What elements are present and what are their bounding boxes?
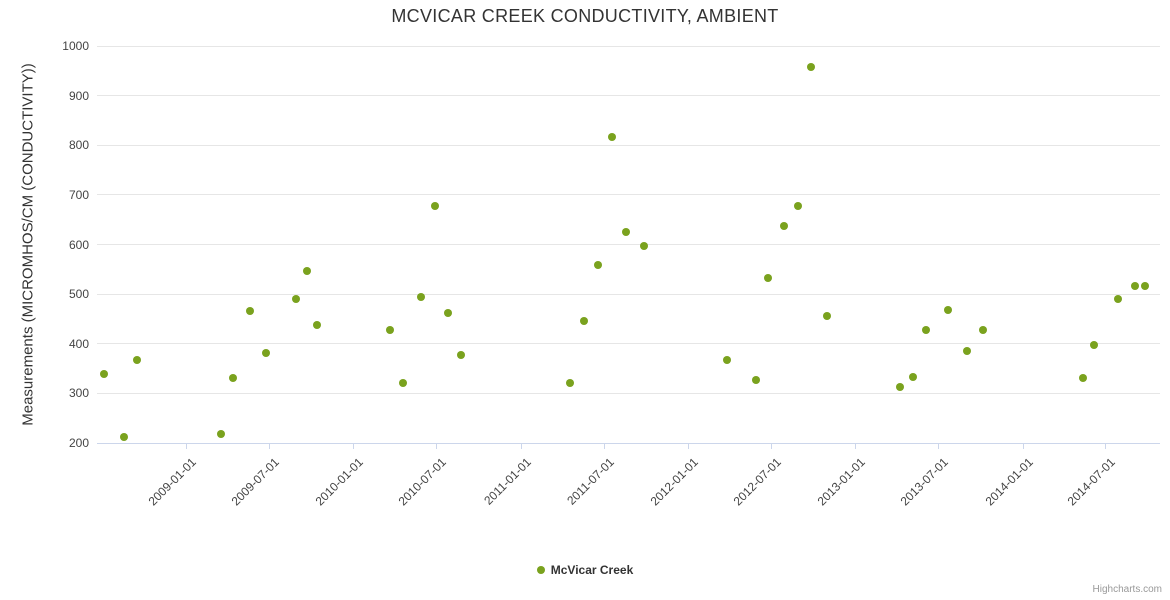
y-axis-label: 400 bbox=[68, 336, 89, 351]
data-point[interactable] bbox=[722, 356, 731, 365]
x-tick-mark bbox=[269, 444, 271, 449]
data-point[interactable] bbox=[313, 321, 322, 330]
x-tick-mark bbox=[353, 444, 355, 449]
x-tick-mark bbox=[1022, 444, 1024, 449]
data-point[interactable] bbox=[895, 382, 904, 391]
y-gridline bbox=[97, 293, 1160, 295]
data-point[interactable] bbox=[1089, 341, 1098, 350]
y-gridline bbox=[97, 392, 1160, 394]
x-tick-mark bbox=[771, 444, 773, 449]
legend-marker-icon bbox=[536, 566, 545, 574]
data-point[interactable] bbox=[780, 221, 789, 230]
x-tick-mark bbox=[603, 444, 605, 449]
data-point[interactable] bbox=[291, 294, 300, 303]
y-axis-label: 1000 bbox=[62, 39, 89, 53]
y-axis-label: 800 bbox=[68, 138, 89, 153]
x-axis-label: 2014-07-01 bbox=[1065, 455, 1119, 509]
data-point[interactable] bbox=[751, 375, 760, 384]
data-point[interactable] bbox=[120, 432, 129, 441]
x-axis-label: 2012-07-01 bbox=[730, 455, 785, 509]
data-point[interactable] bbox=[763, 273, 772, 282]
data-point[interactable] bbox=[640, 242, 649, 251]
data-point[interactable] bbox=[593, 261, 602, 270]
y-gridline bbox=[97, 144, 1160, 146]
x-axis-label: 2009-07-01 bbox=[228, 455, 283, 509]
y-axis-label: 200 bbox=[68, 436, 89, 450]
data-point[interactable] bbox=[943, 306, 952, 314]
x-axis-label: 2010-07-01 bbox=[395, 455, 450, 509]
x-axis-label: 2009-01-01 bbox=[145, 455, 200, 509]
data-point[interactable] bbox=[217, 429, 226, 438]
x-tick-mark bbox=[687, 444, 689, 449]
data-point[interactable] bbox=[245, 306, 254, 315]
data-point[interactable] bbox=[1078, 374, 1087, 383]
y-gridline bbox=[97, 343, 1160, 345]
data-point[interactable] bbox=[621, 227, 630, 236]
y-gridline bbox=[97, 244, 1160, 245]
y-axis-label: 900 bbox=[68, 88, 89, 103]
data-point[interactable] bbox=[565, 379, 574, 388]
data-point[interactable] bbox=[979, 326, 988, 335]
y-axis-label: 600 bbox=[68, 237, 89, 252]
data-point[interactable] bbox=[399, 378, 408, 387]
data-point[interactable] bbox=[262, 348, 271, 357]
x-tick-mark bbox=[1105, 444, 1107, 449]
x-tick-mark bbox=[520, 444, 522, 449]
data-point[interactable] bbox=[963, 347, 972, 356]
legend-item-mcvicar-creek[interactable]: McVicar Creek bbox=[550, 563, 634, 577]
data-point[interactable] bbox=[430, 201, 439, 210]
x-axis-label: 2010-01-01 bbox=[313, 455, 367, 509]
data-point[interactable] bbox=[908, 372, 917, 381]
x-axis-label: 2011-01-01 bbox=[480, 455, 534, 508]
x-axis-label: 2014-01-01 bbox=[982, 455, 1036, 509]
x-tick-mark bbox=[186, 444, 188, 449]
data-point[interactable] bbox=[1130, 282, 1139, 291]
highcharts-credits-link[interactable]: Highcharts.com bbox=[1092, 584, 1162, 595]
data-point[interactable] bbox=[580, 316, 589, 325]
y-axis-label: 300 bbox=[68, 386, 89, 401]
chart-title: MCVICAR CREEK CONDUCTIVITY, AMBIENT bbox=[391, 6, 779, 26]
data-point[interactable] bbox=[608, 132, 617, 141]
y-gridline bbox=[97, 194, 1160, 196]
data-point[interactable] bbox=[807, 62, 815, 71]
data-point[interactable] bbox=[457, 351, 466, 360]
y-axis-label: 700 bbox=[68, 187, 89, 202]
x-axis-label: 2011-07-01 bbox=[563, 455, 617, 508]
data-point[interactable] bbox=[303, 267, 312, 276]
data-point[interactable] bbox=[386, 325, 395, 334]
x-axis-label: 2013-07-01 bbox=[897, 455, 952, 509]
data-point[interactable] bbox=[228, 374, 237, 383]
data-point[interactable] bbox=[822, 311, 831, 320]
data-point[interactable] bbox=[1113, 294, 1122, 303]
data-point[interactable] bbox=[793, 201, 802, 210]
y-gridline bbox=[97, 45, 1160, 47]
y-axis-label: 500 bbox=[68, 287, 89, 302]
data-point[interactable] bbox=[99, 369, 108, 378]
x-axis-line bbox=[97, 443, 1160, 444]
data-point[interactable] bbox=[922, 326, 931, 335]
x-tick-mark bbox=[855, 444, 857, 449]
data-point[interactable] bbox=[443, 309, 452, 318]
x-axis-label: 2012-01-01 bbox=[647, 455, 701, 509]
data-point[interactable] bbox=[416, 292, 425, 301]
data-point[interactable] bbox=[132, 356, 141, 365]
x-tick-mark bbox=[938, 444, 940, 449]
x-tick-mark bbox=[436, 444, 438, 449]
data-point[interactable] bbox=[1141, 282, 1150, 291]
x-axis-label: 2013-01-01 bbox=[815, 455, 869, 509]
y-gridline bbox=[97, 95, 1160, 97]
legend: McVicar Creek bbox=[0, 563, 1170, 577]
